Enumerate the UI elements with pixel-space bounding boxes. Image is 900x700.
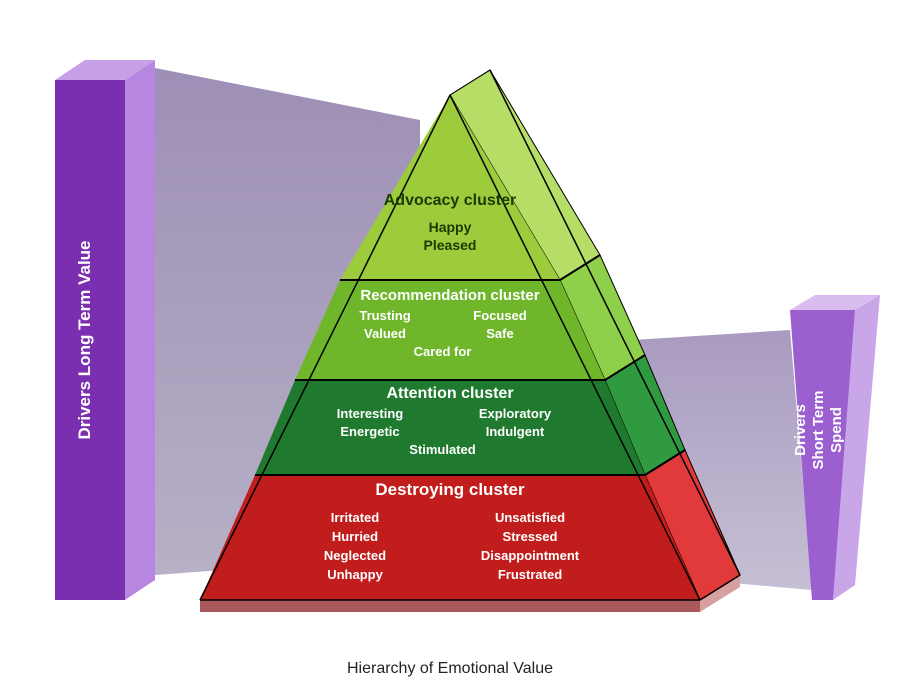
tier-title-advocacy: Advocacy cluster <box>384 192 517 209</box>
tier-item-attention-r1: Indulgent <box>486 424 545 439</box>
tier-title-attention: Attention cluster <box>386 385 513 402</box>
tier-item-attention-l1: Energetic <box>340 424 399 439</box>
tier-item-attention-r0: Exploratory <box>479 406 552 421</box>
left-pillar-label: Drivers Long Term Value <box>75 240 94 439</box>
tier-item-destroying-l0: Irritated <box>331 510 379 525</box>
tier-item-destroying-r1: Stressed <box>503 529 558 544</box>
tier-item-destroying-l2: Neglected <box>324 548 386 563</box>
right-pillar-label-1: Short Term <box>810 391 827 470</box>
caption: Hierarchy of Emotional Value <box>0 660 900 678</box>
tier-item-advocacy-1: Pleased <box>424 237 477 253</box>
tier-item-attention-c: Stimulated <box>409 442 476 457</box>
right-pillar-label-0: Drivers <box>792 404 809 456</box>
tier-item-destroying-r0: Unsatisfied <box>495 510 565 525</box>
tier-item-destroying-l3: Unhappy <box>327 567 383 582</box>
tier-item-destroying-r2: Disappointment <box>481 548 580 563</box>
right-pillar-label-2: Spend <box>828 407 845 453</box>
left-pillar-side <box>125 60 155 600</box>
base-front <box>200 600 700 612</box>
tier-title-destroying: Destroying cluster <box>375 480 525 499</box>
tier-item-destroying-l1: Hurried <box>332 529 378 544</box>
tier-item-recommendation-c: Cared for <box>414 344 472 359</box>
pyramid-svg: Drivers Long Term Value DriversShort Term… <box>0 0 900 640</box>
tier-item-recommendation-r0: Focused <box>473 308 527 323</box>
tier-item-recommendation-l0: Trusting <box>359 308 410 323</box>
tier-title-recommendation: Recommendation cluster <box>360 287 539 304</box>
diagram-stage: Drivers Long Term Value DriversShort Term… <box>0 0 900 700</box>
tier-item-attention-l0: Interesting <box>337 406 404 421</box>
tier-item-advocacy-0: Happy <box>429 219 472 235</box>
tier-item-recommendation-l1: Valued <box>364 326 406 341</box>
tier-item-destroying-r3: Frustrated <box>498 567 562 582</box>
tier-item-recommendation-r1: Safe <box>486 326 513 341</box>
